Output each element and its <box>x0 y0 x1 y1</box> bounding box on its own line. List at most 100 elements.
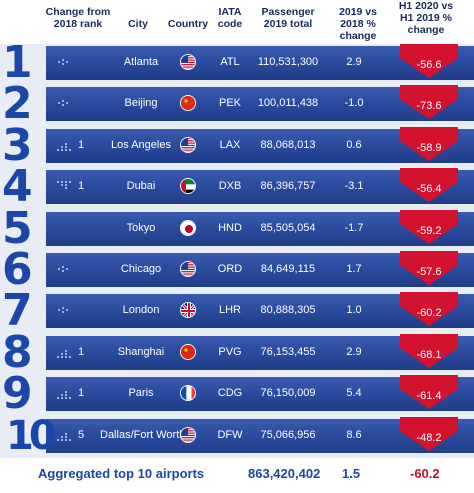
down-icon <box>56 179 80 193</box>
rank-number: 6 <box>2 244 33 295</box>
change-h1-2020: -68.1 <box>416 348 442 361</box>
change-2019-vs-2018: 1.7 <box>346 263 362 275</box>
header-vs2018: 2019 vs 2018 % change <box>339 6 377 42</box>
change-h1-2020: -48.2 <box>416 431 442 444</box>
rank-number: 9 <box>2 368 33 420</box>
change-h1-2020: -60.2 <box>416 307 442 320</box>
rank-number: 5 <box>2 202 33 254</box>
change-h1-2020: -56.6 <box>416 59 442 71</box>
header-passenger: Passenger 2019 total <box>261 6 315 30</box>
passenger-total: 75,066,956 <box>260 428 316 441</box>
table-row: 6 Chicago ORD 84,649,115 1.7 -57.6 <box>0 247 474 293</box>
down-arrow-icon <box>394 251 464 287</box>
rank-number: 3 <box>2 119 33 171</box>
change-2019-vs-2018: 2.9 <box>346 345 362 358</box>
rank-change-value: 1 <box>78 180 85 193</box>
passenger-total: 86,396,757 <box>260 180 316 193</box>
down-arrow-icon <box>394 126 464 163</box>
table-row: 8 1 Shanghai PVG 76,153,455 2.9 -68.1 <box>0 329 474 375</box>
us-flag-icon <box>180 54 196 70</box>
change-h1-2020: -59.2 <box>416 224 442 237</box>
down-arrow-icon <box>394 168 464 204</box>
rank-number: 8 <box>2 326 33 378</box>
iata-code: PVG <box>218 345 242 358</box>
up-icon <box>56 138 80 152</box>
iata-code: DFW <box>217 428 243 441</box>
table-row: 5 Tokyo HND 85,505,054 -1.7 -59.2 <box>0 205 474 251</box>
change-h1-2020: -57.6 <box>416 266 442 278</box>
down-arrow-icon <box>394 85 464 121</box>
rank-number: 7 <box>2 285 33 337</box>
flat-icon <box>56 55 80 69</box>
city-name: Dubai <box>126 180 156 193</box>
table-row: 3 1 Los Angeles LAX 88,068,013 0.6 -58.9 <box>0 122 474 168</box>
passenger-total: 80,888,305 <box>260 304 316 317</box>
city-name: Paris <box>128 387 154 400</box>
passenger-total: 84,649,115 <box>260 263 316 275</box>
aggregate-vs2018: 1.5 <box>342 466 361 481</box>
table-header: Change from 2018 rank City Country IATA … <box>0 0 474 44</box>
down-arrow-icon <box>394 44 464 80</box>
rank-change-value: 5 <box>78 428 85 441</box>
table-row: 4 1 Dubai DXB 86,396,757 -3.1 -56.4 <box>0 164 474 210</box>
change-h1-2020: -61.4 <box>416 390 442 403</box>
change-2019-vs-2018: 0.6 <box>346 138 362 151</box>
flat-icon <box>56 262 80 276</box>
change-2019-vs-2018: -1.7 <box>344 221 364 234</box>
table-row: 9 1 Paris CDG 76,150,009 5.4 -61.4 <box>0 371 474 417</box>
header-h1: H1 2020 vs H1 2019 % change <box>398 0 454 36</box>
us-flag-icon <box>180 136 196 153</box>
aggregate-h1: -60.2 <box>410 466 440 481</box>
city-name: London <box>122 304 160 317</box>
rank-change-value: 1 <box>78 138 85 151</box>
iata-code: CDG <box>217 387 243 400</box>
up-icon <box>56 386 80 400</box>
city-name: Shanghai <box>117 345 165 358</box>
table-row: 10 5 Dallas/Fort Worth DFW 75,066,956 8.6 -48.… <box>0 413 474 459</box>
change-h1-2020: -56.4 <box>416 183 442 196</box>
down-arrow-icon <box>394 375 464 411</box>
flat-icon <box>56 96 80 110</box>
city-name: Atlanta <box>123 56 159 68</box>
down-arrow-icon <box>394 292 464 328</box>
change-2019-vs-2018: 5.4 <box>346 387 362 400</box>
header-country: Country <box>167 18 209 30</box>
iata-code: LAX <box>219 138 241 151</box>
aggregate-footer: Aggregated top 10 airports 863,420,402 1… <box>0 458 474 493</box>
down-arrow-icon <box>394 333 464 370</box>
jp-flag-icon <box>180 219 196 236</box>
passenger-total: 100,011,438 <box>257 97 319 110</box>
rank-number: 4 <box>2 161 33 213</box>
flat-icon <box>56 303 80 317</box>
iata-code: PEK <box>218 97 241 110</box>
city-name: Los Angeles <box>111 138 171 151</box>
city-name: Tokyo <box>126 221 156 234</box>
aggregate-passengers: 863,420,402 <box>248 466 321 481</box>
passenger-total: 85,505,054 <box>260 221 316 234</box>
passenger-total: 110,531,300 <box>257 56 319 68</box>
rank-number: 2 <box>2 78 33 130</box>
city-name: Beijing <box>124 97 158 110</box>
cn-flag-icon <box>180 343 196 360</box>
city-name: Dallas/Fort Worth <box>100 428 186 441</box>
up-icon <box>56 345 80 359</box>
change-2019-vs-2018: 2.9 <box>346 56 362 68</box>
header-change-rank: Change from 2018 rank <box>45 6 111 30</box>
us-flag-icon <box>180 261 196 277</box>
fr-flag-icon <box>180 385 196 402</box>
table-row: 1 Atlanta ATL 110,531,300 2.9 -56.6 <box>0 40 474 86</box>
ae-flag-icon <box>180 178 196 195</box>
change-2019-vs-2018: -3.1 <box>344 180 364 193</box>
change-h1-2020: -58.9 <box>416 141 442 154</box>
change-2019-vs-2018: -1.0 <box>344 97 364 110</box>
rank-number: 10 <box>6 412 57 459</box>
change-2019-vs-2018: 1.0 <box>346 304 362 317</box>
city-name: Chicago <box>120 263 162 275</box>
header-iata: IATA code <box>217 6 243 30</box>
iata-code: ATL <box>220 56 240 68</box>
us-flag-icon <box>180 426 196 443</box>
passenger-total: 88,068,013 <box>260 138 316 151</box>
iata-code: DXB <box>218 180 242 193</box>
aggregate-label: Aggregated top 10 airports <box>38 466 205 481</box>
up-icon <box>56 428 80 442</box>
